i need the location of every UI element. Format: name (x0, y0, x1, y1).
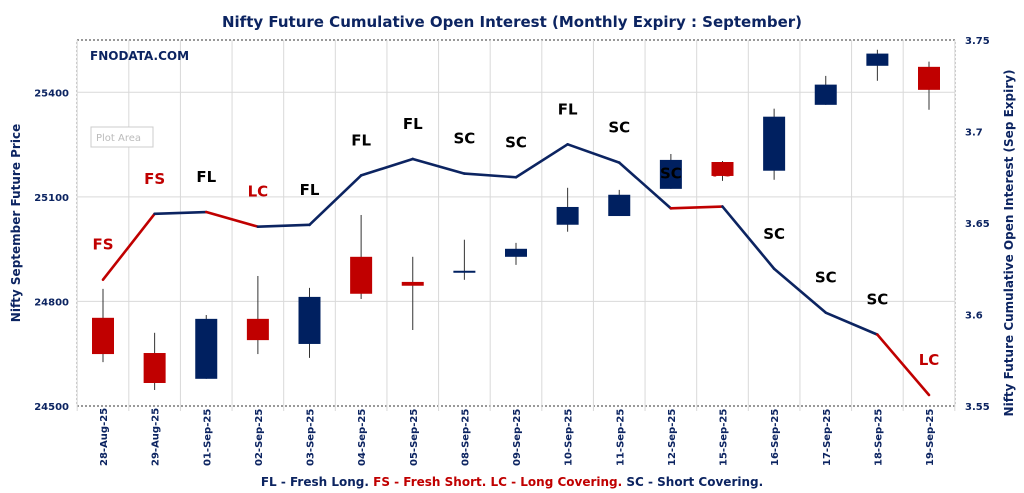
oi-line-segment (256, 223, 311, 228)
x-tick-label: 29-Aug-25 (151, 408, 162, 466)
x-tick-label: 04-Sep-25 (357, 409, 368, 466)
x-tick-label: 19-Sep-25 (925, 409, 936, 466)
candle-bullish (659, 159, 682, 189)
oi-line-segment (153, 210, 208, 216)
y2-tick-label: 3.6 (965, 311, 983, 322)
y2-tick-label: 3.75 (965, 36, 990, 47)
candle-bullish (814, 84, 837, 105)
legend-text: FL - Fresh Long. FS - Fresh Short. LC - … (261, 475, 763, 489)
oi-line-segment (411, 157, 466, 175)
candle-bearish (350, 256, 373, 294)
oi-line-segment (876, 333, 931, 397)
candle-bearish (92, 317, 114, 355)
oi-line-segment (824, 311, 879, 336)
oi-data-label: FL (196, 168, 216, 186)
x-tick-label: 08-Sep-25 (460, 409, 471, 466)
candle-bullish (866, 53, 889, 66)
candle-bearish (143, 353, 166, 383)
oi-line-segment (514, 143, 569, 179)
x-tick-label: 01-Sep-25 (202, 409, 213, 466)
oi-data-label: FS (92, 236, 113, 254)
x-tick-label: 09-Sep-25 (512, 409, 523, 466)
y-axis-title: Nifty September Future Price (9, 124, 23, 322)
oi-line-segment (566, 143, 621, 164)
chart-title: Nifty Future Cumulative Open Interest (M… (222, 13, 802, 31)
oi-data-label: SC (815, 269, 837, 287)
y2-tick-label: 3.7 (965, 128, 983, 139)
y2-axis-title: Nifty Future Cumulative Open Interest (S… (1002, 70, 1016, 417)
candle-bullish (505, 248, 527, 257)
y-tick-label: 25400 (34, 88, 69, 99)
candle-bearish (711, 162, 734, 176)
x-tick-label: 11-Sep-25 (615, 409, 626, 466)
candle-bearish (918, 66, 940, 90)
x-tick-label: 15-Sep-25 (719, 409, 730, 466)
x-tick-label: 28-Aug-25 (99, 408, 110, 466)
candle-bullish (453, 270, 476, 273)
oi-data-label: SC (660, 164, 682, 182)
candle-bearish (401, 281, 424, 286)
oi-data-label: FS (144, 170, 165, 188)
oi-line-segment (772, 267, 828, 314)
oi-line-segment (308, 174, 363, 227)
oi-data-label: LC (248, 183, 269, 201)
oi-data-label: FL (403, 115, 423, 133)
x-tick-label: 05-Sep-25 (409, 409, 420, 466)
legend-entry: SC - Short Covering. (622, 475, 763, 489)
x-tick-label: 18-Sep-25 (873, 409, 884, 466)
y2-tick-label: 3.55 (965, 402, 990, 413)
oi-data-label: SC (763, 225, 785, 243)
oi-data-label: SC (505, 133, 527, 151)
oi-line-segment (463, 172, 518, 179)
candle-bearish (246, 318, 269, 341)
x-tick-label: 12-Sep-25 (667, 409, 678, 466)
y-tick-label: 24500 (34, 402, 69, 413)
oi-line-segment (721, 205, 776, 271)
candle-bullish (608, 194, 631, 217)
plot-area-tag: Plot Area (96, 133, 141, 144)
x-tick-label: 10-Sep-25 (564, 409, 575, 466)
legend-entry: FS - Fresh Short. (369, 475, 486, 489)
y2-tick-label: 3.65 (965, 219, 990, 230)
x-tick-label: 02-Sep-25 (254, 409, 265, 466)
oi-line-segment (669, 205, 724, 210)
x-tick-label: 17-Sep-25 (822, 409, 833, 466)
x-tick-label: 03-Sep-25 (306, 409, 317, 466)
candle-bullish (556, 206, 579, 225)
oi-data-label: SC (866, 291, 888, 309)
oi-data-label: SC (453, 130, 475, 148)
oi-line-segment (204, 210, 260, 228)
oi-data-label: FL (351, 131, 371, 149)
oi-data-label: FL (300, 181, 320, 199)
legend-entry: FL - Fresh Long. (261, 475, 369, 489)
y-tick-label: 25100 (34, 193, 69, 204)
y-tick-label: 24800 (34, 297, 69, 308)
oi-line-segment (617, 161, 673, 210)
oi-data-label: SC (608, 119, 630, 137)
oi-data-label: FS (712, 163, 733, 181)
x-tick-label: 16-Sep-25 (770, 409, 781, 466)
oi-line-segment (101, 212, 156, 282)
legend-entry: LC - Long Covering. (486, 475, 622, 489)
oi-data-label: FL (558, 100, 578, 118)
candle-bullish (298, 296, 321, 344)
plot-area-tag-box (90, 126, 154, 148)
oi-line-segment (359, 157, 415, 177)
candle-bullish (195, 318, 218, 379)
candle-bullish (763, 116, 786, 171)
watermark-logo: FNODATA.COM (90, 49, 189, 63)
oi-data-label: LC (919, 351, 940, 369)
